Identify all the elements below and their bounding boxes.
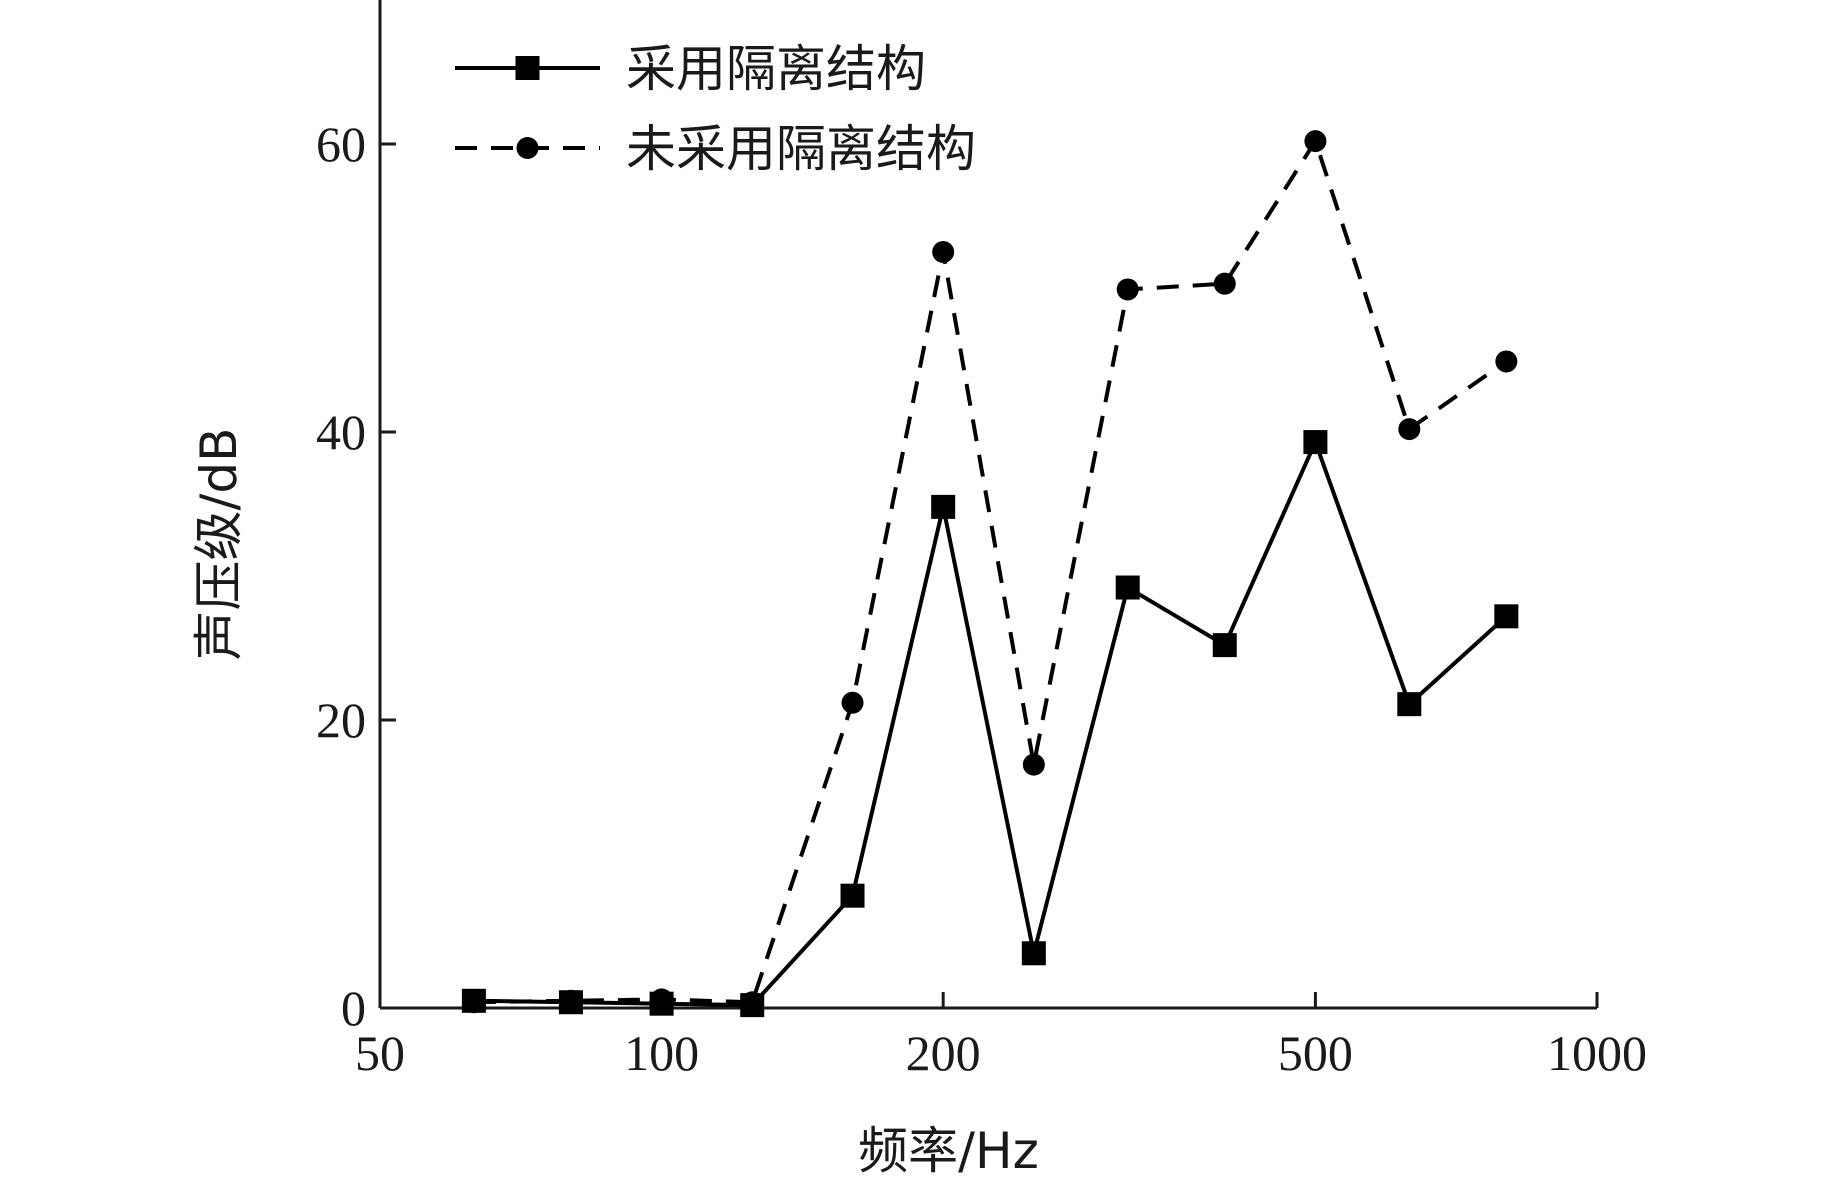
data-point-circle: [1398, 418, 1421, 441]
data-point-circle: [1304, 130, 1327, 153]
data-point-circle: [932, 241, 955, 263]
data-point-square: [931, 494, 956, 519]
data-point-square: [1212, 633, 1237, 658]
y-tick-label: 40: [316, 404, 366, 460]
data-point-square: [1303, 430, 1328, 455]
data-point-circle: [841, 691, 864, 714]
x-tick-label: 100: [624, 1025, 699, 1081]
data-point-circle: [1213, 272, 1236, 295]
y-tick-label: 0: [341, 980, 366, 1036]
legend-label-1: 采用隔离结构: [626, 40, 926, 98]
x-tick-label: 1000: [1547, 1025, 1647, 1081]
series-line-1: [473, 436, 1508, 1008]
y-axis-label: 声压级/dB: [190, 428, 248, 661]
x-axis-label: 频率/Hz: [858, 1122, 1039, 1180]
legend-marker-square: [515, 56, 540, 80]
data-point-square: [1021, 941, 1046, 966]
y-tick-label: 20: [316, 692, 366, 748]
axes: 50 100 200 500 1000 0 20 40 60 频率/Hz 声压级/dB: [190, 0, 1647, 1180]
legend-label-2: 未采用隔离结构: [626, 120, 976, 178]
x-tick-label: 200: [906, 1025, 981, 1081]
data-point-square: [1115, 575, 1140, 600]
data-point-square: [840, 883, 865, 908]
data-point-circle: [1495, 350, 1518, 373]
series-layer: [461, 130, 1519, 1018]
data-point-square: [1397, 692, 1422, 717]
data-point-circle: [462, 991, 485, 1014]
x-tick-label: 50: [355, 1025, 405, 1081]
data-point-circle: [559, 989, 582, 1012]
data-point-circle: [1116, 278, 1139, 301]
y-tick-label: 60: [316, 116, 366, 172]
data-point-square: [1494, 604, 1519, 629]
x-tick-label: 500: [1278, 1025, 1353, 1081]
data-point-circle: [1022, 753, 1045, 776]
data-point-circle: [741, 991, 764, 1014]
series-line-2: [473, 136, 1508, 1005]
legend-marker-circle: [516, 137, 539, 159]
data-point-circle: [650, 988, 673, 1011]
